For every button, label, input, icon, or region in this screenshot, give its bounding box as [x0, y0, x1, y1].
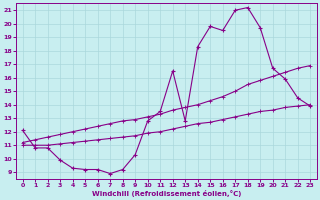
X-axis label: Windchill (Refroidissement éolien,°C): Windchill (Refroidissement éolien,°C): [92, 190, 241, 197]
